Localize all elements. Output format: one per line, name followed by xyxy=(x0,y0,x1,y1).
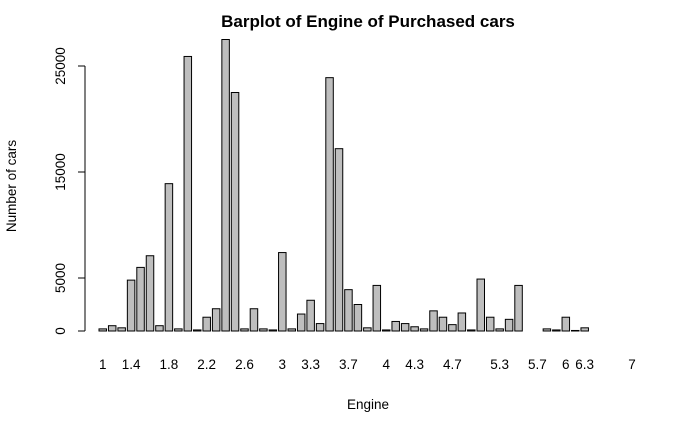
y-tick-label: 5000 xyxy=(53,263,68,293)
bar xyxy=(504,318,514,332)
bar xyxy=(344,289,353,332)
bar xyxy=(249,308,259,332)
x-tick-label: 4.3 xyxy=(405,357,424,372)
bar xyxy=(419,328,429,332)
bar xyxy=(542,328,552,332)
y-tick-label: 25000 xyxy=(53,47,68,85)
bar xyxy=(438,316,448,332)
bar xyxy=(268,329,278,332)
bar xyxy=(476,278,485,332)
bar xyxy=(126,279,136,332)
bar xyxy=(315,323,325,332)
bar xyxy=(467,329,476,332)
bar xyxy=(174,328,183,332)
y-axis-label: Number of cars xyxy=(4,140,19,233)
bar xyxy=(457,312,467,332)
x-tick-label: 7 xyxy=(628,357,636,372)
bar xyxy=(230,92,240,332)
bars xyxy=(98,39,589,332)
bar xyxy=(495,328,504,332)
bar xyxy=(306,299,315,332)
bar xyxy=(485,316,495,332)
bar xyxy=(353,304,363,332)
bar xyxy=(164,183,174,332)
bar xyxy=(193,329,202,332)
bar xyxy=(221,39,230,332)
bar xyxy=(571,329,580,332)
bar xyxy=(400,323,410,332)
bar xyxy=(259,328,268,332)
x-tick-label: 2.2 xyxy=(197,357,216,372)
bar xyxy=(183,55,193,332)
bar xyxy=(325,77,334,332)
x-tick-label: 5.3 xyxy=(490,357,509,372)
x-tick-label: 3.3 xyxy=(301,357,320,372)
bar xyxy=(117,327,126,332)
bar xyxy=(155,325,164,332)
bar xyxy=(363,327,372,332)
bar xyxy=(382,329,391,332)
y-axis: 0 5000 15000 25000 xyxy=(53,47,86,335)
chart-title: Barplot of Engine of Purchased cars xyxy=(221,12,515,31)
bar xyxy=(514,284,523,332)
x-tick-labels: 1 1.4 1.8 2.2 2.6 3 3.3 3.7 4 4.3 4.7 5.3 5.7 6 6.3 7 xyxy=(99,357,636,372)
bar xyxy=(107,325,117,332)
x-tick-label: 3.7 xyxy=(339,357,358,372)
x-tick-label: 1 xyxy=(99,357,107,372)
bar xyxy=(287,328,296,332)
y-tick-label: 0 xyxy=(53,327,68,335)
bar xyxy=(410,326,419,332)
x-tick-label: 4.7 xyxy=(443,357,462,372)
bar xyxy=(98,328,107,332)
x-tick-label: 2.6 xyxy=(235,357,254,372)
bar xyxy=(580,327,589,332)
bar xyxy=(448,324,457,332)
x-tick-label: 4 xyxy=(382,357,390,372)
bar xyxy=(136,266,145,332)
y-tick-label: 15000 xyxy=(53,153,68,191)
x-tick-label: 3 xyxy=(279,357,287,372)
bar xyxy=(429,310,438,332)
bar xyxy=(391,320,400,332)
bar xyxy=(552,329,561,332)
x-axis-label: Engine xyxy=(347,397,389,412)
bar xyxy=(240,328,249,332)
x-tick-label: 1.4 xyxy=(122,357,141,372)
x-tick-label: 5.7 xyxy=(528,357,547,372)
bar xyxy=(296,313,306,332)
bar xyxy=(202,316,211,332)
x-tick-label: 6 xyxy=(562,357,570,372)
bar xyxy=(278,252,287,332)
bar xyxy=(372,284,382,332)
bar xyxy=(334,148,344,332)
bar xyxy=(561,316,571,332)
x-tick-label: 1.8 xyxy=(160,357,179,372)
bar xyxy=(145,255,155,332)
bar xyxy=(211,308,221,332)
x-tick-label: 6.3 xyxy=(575,357,594,372)
